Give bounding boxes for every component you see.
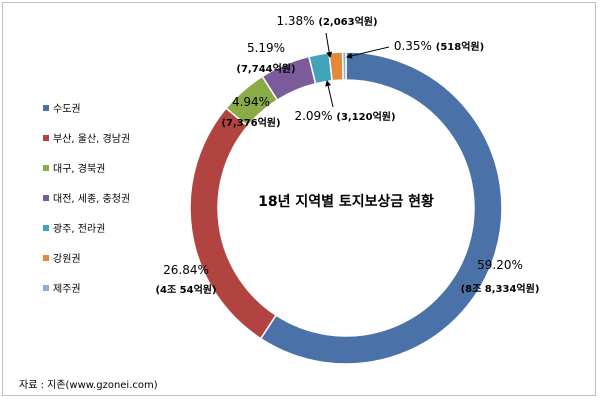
slice-강원권 xyxy=(328,51,344,82)
donut-slices xyxy=(189,51,503,365)
legend-label: 제주권 xyxy=(53,284,81,295)
label-대전-세종-충청권-amount: (7,744억원) xyxy=(236,62,295,75)
source-note: 자료 : 지존(www.gzonei.com) xyxy=(19,380,158,391)
legend-swatch xyxy=(43,135,49,141)
chart-frame: 18년 지역별 토지보상금 현황 59.20% (8조 8,334억원) 26.84… xyxy=(2,2,596,396)
label-광주-전라권: 2.09% (3,120억원) xyxy=(294,109,395,123)
leader-제주권 xyxy=(346,46,390,59)
label-제주권: 0.35% (518억원) xyxy=(394,39,484,53)
legend-item-대전-세종-충청권: 대전, 세종, 충청권 xyxy=(43,193,130,207)
label-부산-울산-경남권-amount: (4조 54억원) xyxy=(155,283,216,296)
leader-광주-전라권 xyxy=(325,80,334,108)
legend-swatch xyxy=(43,165,49,171)
legend-label: 수도권 xyxy=(53,104,81,115)
data-labels: 59.20% (8조 8,334억원) 26.84% (4조 54억원) 4.94% (7… xyxy=(155,14,539,296)
legend-item-대구-경북권: 대구, 경북권 xyxy=(43,163,105,177)
legend-item-광주-전라권: 광주, 전라권 xyxy=(43,223,105,237)
legend-label: 부산, 울산, 경남권 xyxy=(53,134,131,145)
label-수도권-percent: 59.20% xyxy=(477,258,523,272)
leader-lines xyxy=(325,32,390,108)
label-대구-경북권-amount: (7,376억원) xyxy=(221,116,280,129)
legend-label: 강원권 xyxy=(53,254,81,265)
legend-swatch xyxy=(43,255,49,261)
legend-item-수도권: 수도권 xyxy=(43,103,81,117)
legend-swatch xyxy=(43,225,49,231)
legend-swatch xyxy=(43,105,49,111)
legend-swatch xyxy=(43,195,49,201)
label-부산-울산-경남권-percent: 26.84% xyxy=(163,263,209,277)
legend-swatch xyxy=(43,285,49,291)
legend-item-부산-울산-경남권: 부산, 울산, 경남권 xyxy=(43,133,130,147)
legend-label: 대구, 경북권 xyxy=(53,164,106,175)
legend-item-강원권: 강원권 xyxy=(43,253,81,267)
donut-chart: 18년 지역별 토지보상금 현황 59.20% (8조 8,334억원) 26.84… xyxy=(155,14,539,365)
legend-item-제주권: 제주권 xyxy=(43,283,81,297)
slice-부산-울산-경남권 xyxy=(189,107,278,340)
label-대전-세종-충청권-percent: 5.19% xyxy=(247,41,285,55)
label-대구-경북권-percent: 4.94% xyxy=(232,95,270,109)
legend-label: 대전, 세종, 충청권 xyxy=(53,194,131,205)
slice-수도권 xyxy=(259,51,503,365)
label-강원권: 1.38% (2,063억원) xyxy=(276,14,377,28)
label-수도권-amount: (8조 8,334억원) xyxy=(461,282,540,295)
legend-label: 광주, 전라권 xyxy=(53,224,106,235)
slice-제주권 xyxy=(341,51,347,81)
chart-title: 18년 지역별 토지보상금 현황 xyxy=(258,193,434,210)
leader-강원권 xyxy=(325,32,333,58)
